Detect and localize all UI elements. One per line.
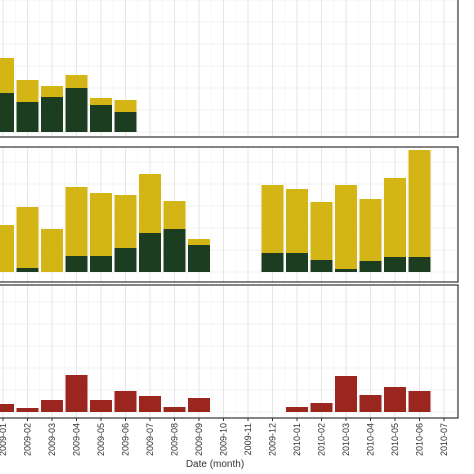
bar — [41, 400, 63, 412]
bar — [188, 398, 210, 412]
bar — [408, 257, 431, 272]
bar — [0, 225, 14, 272]
bar — [261, 185, 284, 253]
bar — [90, 105, 112, 132]
bar — [0, 58, 14, 93]
x-tick-label: 2010-03 — [341, 423, 351, 456]
bar — [114, 195, 137, 248]
bar — [163, 201, 186, 229]
panel-frame — [0, 146, 459, 283]
bar — [286, 253, 308, 272]
bar — [16, 102, 39, 132]
x-tick-label: 2009-08 — [170, 423, 180, 456]
bar — [261, 253, 284, 272]
bar — [335, 376, 357, 412]
bar — [114, 100, 137, 112]
x-tick-label: 2010-05 — [390, 423, 400, 456]
x-tick-label: 2009-07 — [145, 423, 155, 456]
x-tick-label: 2009-10 — [219, 423, 229, 456]
panel-frame — [0, 284, 459, 419]
bar — [408, 150, 431, 257]
bar — [335, 185, 357, 269]
bar — [114, 248, 137, 272]
x-tick-label: 2009-12 — [268, 423, 278, 456]
bar — [188, 245, 210, 272]
bar — [41, 229, 63, 272]
bar — [114, 112, 137, 132]
bar — [16, 408, 39, 412]
bar — [359, 199, 382, 261]
bar — [65, 256, 88, 272]
bar — [310, 202, 333, 260]
bar — [286, 189, 308, 253]
x-tick-label: 2009-03 — [47, 423, 57, 456]
bar — [0, 404, 14, 412]
bar — [16, 207, 39, 268]
bar — [90, 400, 112, 412]
x-tick-label: 2009-04 — [72, 423, 82, 456]
bar — [65, 375, 88, 412]
bar — [90, 256, 112, 272]
bar — [139, 174, 161, 233]
bar — [163, 407, 186, 412]
bar — [90, 193, 112, 256]
x-tick-label: 2010-06 — [415, 423, 425, 456]
bar — [359, 261, 382, 272]
bar — [41, 86, 63, 97]
bar — [65, 75, 88, 88]
bar — [90, 98, 112, 105]
bar — [139, 396, 161, 412]
x-tick-label: 2009-02 — [23, 423, 33, 456]
x-axis-label: Date (month) — [186, 459, 244, 470]
bar — [408, 391, 431, 412]
panel-frame — [0, 0, 459, 138]
x-tick-label: 2009-05 — [96, 423, 106, 456]
bar — [16, 268, 39, 272]
bar — [286, 407, 308, 412]
x-tick-label: 2009-01 — [0, 423, 8, 456]
bar — [139, 233, 161, 272]
bar — [65, 187, 88, 256]
x-tick-label: 2009-09 — [194, 423, 204, 456]
x-tick-label: 2010-02 — [317, 423, 327, 456]
bar — [0, 93, 14, 132]
x-tick-label: 2010-04 — [366, 423, 376, 456]
bar — [384, 178, 406, 257]
x-tick-label: 2010-07 — [439, 423, 449, 456]
bar — [310, 403, 333, 412]
bar — [114, 391, 137, 412]
x-tick-label: 2010-01 — [292, 423, 302, 456]
bar — [384, 257, 406, 272]
x-tick-label: 2009-06 — [121, 423, 131, 456]
bar — [335, 269, 357, 272]
bar — [41, 97, 63, 132]
bar — [65, 88, 88, 132]
bar — [384, 387, 406, 412]
x-tick-label: 2009-11 — [243, 423, 253, 455]
bar — [16, 80, 39, 102]
bar — [310, 260, 333, 272]
bar — [163, 229, 186, 272]
bar — [188, 239, 210, 245]
bar — [359, 395, 382, 412]
